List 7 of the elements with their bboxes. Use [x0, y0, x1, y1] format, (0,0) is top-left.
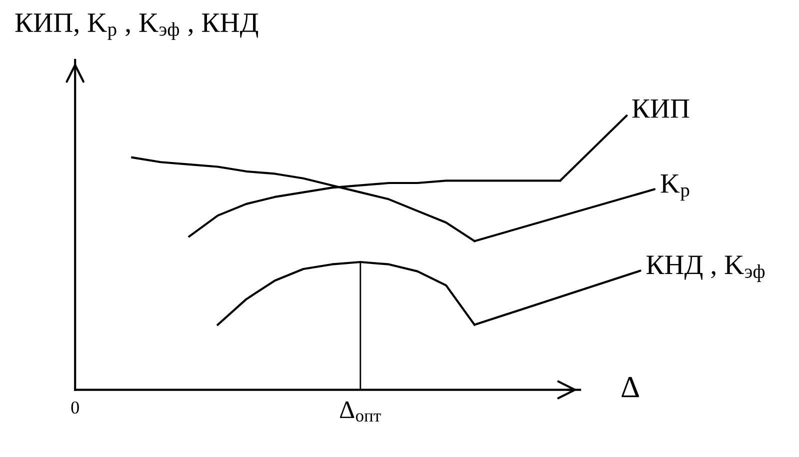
text: КНД , K$_{эф}$: [646, 256, 765, 282]
text: K$_{р}$: [660, 174, 690, 201]
x-axis-title: Δ: [622, 376, 639, 398]
y-axis-title: КИП, K$_{р}$ , K$_{эф}$ , КНД: [15, 14, 258, 40]
x-tick-label: Δ$_{опт}$: [340, 402, 381, 422]
text: КИП: [632, 99, 690, 118]
x-tick-label: 0: [71, 401, 79, 414]
